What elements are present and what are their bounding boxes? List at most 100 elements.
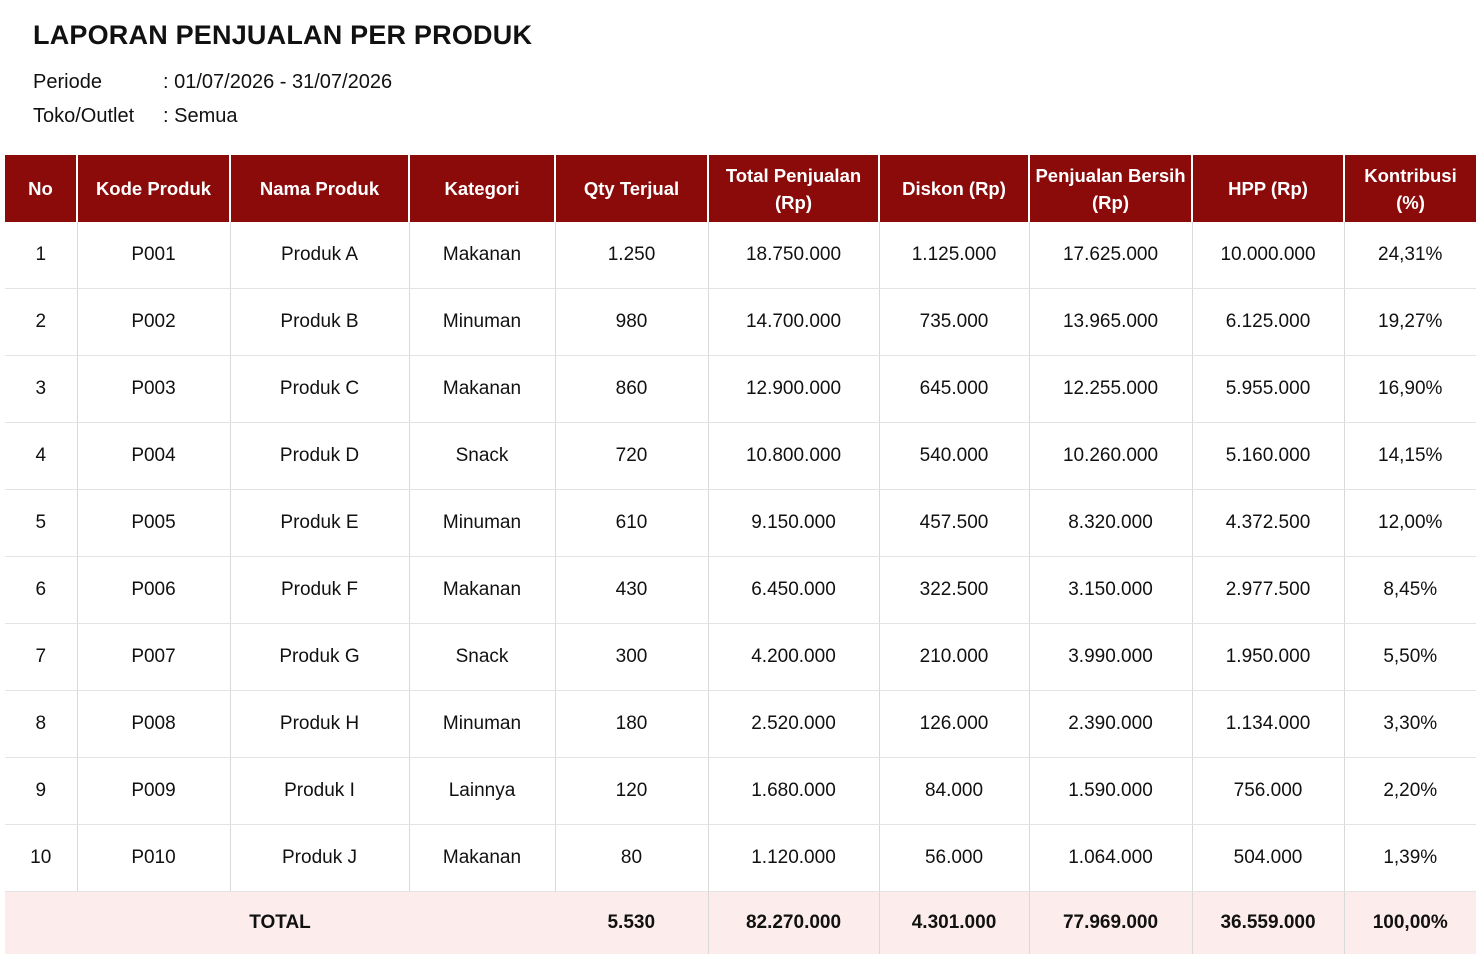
- cell-diskon: 1.125.000: [879, 222, 1030, 289]
- cell-kategori: Makanan: [409, 355, 556, 423]
- table-row: 9 P009 Produk I Lainnya 120 1.680.000 84.000 1.…: [5, 757, 1476, 825]
- periode-value: : 01/07/2026 - 31/07/2026: [163, 71, 393, 93]
- sales-table: No Kode Produk Nama Produk Kategori Qty …: [5, 155, 1476, 954]
- cell-penjualan-bersih: 3.990.000: [1029, 623, 1193, 691]
- cell-kode-produk: P002: [77, 288, 231, 356]
- cell-kategori: Minuman: [409, 288, 556, 356]
- cell-penjualan-bersih: 3.150.000: [1029, 556, 1193, 624]
- cell-diskon: 540.000: [879, 422, 1030, 490]
- cell-kode-produk: P005: [77, 489, 231, 557]
- cell-diskon: 56.000: [879, 824, 1030, 892]
- header-kontribusi: Kontribusi (%): [1344, 155, 1476, 222]
- cell-qty-terjual: 1.250: [555, 222, 709, 289]
- cell-kategori: Makanan: [409, 222, 556, 289]
- periode-label: Periode: [33, 71, 102, 93]
- header-nama-produk: Nama Produk: [230, 155, 410, 222]
- cell-qty-terjual: 180: [555, 690, 709, 758]
- cell-kategori: Lainnya: [409, 757, 556, 825]
- cell-no: 2: [5, 288, 78, 356]
- cell-kode-produk: P001: [77, 222, 231, 289]
- cell-nama-produk: Produk D: [230, 422, 410, 490]
- cell-total-penjualan: 6.450.000: [708, 556, 880, 624]
- cell-kode-produk: P007: [77, 623, 231, 691]
- cell-no: 6: [5, 556, 78, 624]
- report-header: LAPORAN PENJUALAN PER PRODUK: [33, 20, 532, 51]
- cell-no: 5: [5, 489, 78, 557]
- total-row: TOTAL 5.530 82.270.000 4.301.000 77.969.…: [5, 891, 1476, 954]
- cell-kode-produk: P003: [77, 355, 231, 423]
- table-row: 1 P001 Produk A Makanan 1.250 18.750.000 1.125…: [5, 222, 1476, 289]
- cell-kode-produk: P009: [77, 757, 231, 825]
- header-qty-terjual: Qty Terjual: [555, 155, 709, 222]
- cell-penjualan-bersih: 1.064.000: [1029, 824, 1193, 892]
- cell-qty-terjual: 300: [555, 623, 709, 691]
- cell-nama-produk: Produk J: [230, 824, 410, 892]
- table-row: 3 P003 Produk C Makanan 860 12.900.000 645.000…: [5, 355, 1476, 423]
- cell-kategori: Snack: [409, 623, 556, 691]
- table-row: 10 P010 Produk J Makanan 80 1.120.000 56.000 1.…: [5, 824, 1476, 892]
- cell-hpp: 10.000.000: [1192, 222, 1345, 289]
- cell-diskon: 457.500: [879, 489, 1030, 557]
- table-body: 1 P001 Produk A Makanan 1.250 18.750.000 1.125…: [5, 222, 1476, 954]
- cell-kategori: Minuman: [409, 489, 556, 557]
- total-hpp: 36.559.000: [1192, 891, 1345, 954]
- table-row: 6 P006 Produk F Makanan 430 6.450.000 322.500 3…: [5, 556, 1476, 624]
- cell-kontribusi: 19,27%: [1344, 288, 1476, 356]
- header-kategori: Kategori: [409, 155, 556, 222]
- table-row: 2 P002 Produk B Minuman 980 14.700.000 735.000…: [5, 288, 1476, 356]
- table-row: 4 P004 Produk D Snack 720 10.800.000 540.000 10…: [5, 422, 1476, 490]
- cell-no: 8: [5, 690, 78, 758]
- meta-periode: Periode : 01/07/2026 - 31/07/2026: [33, 71, 392, 94]
- cell-penjualan-bersih: 8.320.000: [1029, 489, 1193, 557]
- total-penjualan-bersih: 77.969.000: [1029, 891, 1193, 954]
- cell-penjualan-bersih: 2.390.000: [1029, 690, 1193, 758]
- cell-total-penjualan: 18.750.000: [708, 222, 880, 289]
- cell-nama-produk: Produk E: [230, 489, 410, 557]
- cell-qty-terjual: 80: [555, 824, 709, 892]
- cell-penjualan-bersih: 17.625.000: [1029, 222, 1193, 289]
- cell-no: 7: [5, 623, 78, 691]
- cell-total-penjualan: 2.520.000: [708, 690, 880, 758]
- cell-kontribusi: 1,39%: [1344, 824, 1476, 892]
- cell-total-penjualan: 1.120.000: [708, 824, 880, 892]
- cell-kategori: Minuman: [409, 690, 556, 758]
- cell-kontribusi: 14,15%: [1344, 422, 1476, 490]
- cell-total-penjualan: 10.800.000: [708, 422, 880, 490]
- cell-diskon: 322.500: [879, 556, 1030, 624]
- cell-kategori: Makanan: [409, 824, 556, 892]
- cell-qty-terjual: 860: [555, 355, 709, 423]
- cell-total-penjualan: 9.150.000: [708, 489, 880, 557]
- cell-penjualan-bersih: 13.965.000: [1029, 288, 1193, 356]
- cell-hpp: 1.134.000: [1192, 690, 1345, 758]
- cell-diskon: 126.000: [879, 690, 1030, 758]
- header-total-penjualan: Total Penjualan (Rp): [708, 155, 880, 222]
- cell-total-penjualan: 12.900.000: [708, 355, 880, 423]
- total-qty: 5.530: [555, 891, 709, 954]
- cell-hpp: 6.125.000: [1192, 288, 1345, 356]
- cell-diskon: 210.000: [879, 623, 1030, 691]
- report-title: LAPORAN PENJUALAN PER PRODUK: [33, 20, 533, 50]
- table-row: 8 P008 Produk H Minuman 180 2.520.000 126.000 2…: [5, 690, 1476, 758]
- cell-penjualan-bersih: 12.255.000: [1029, 355, 1193, 423]
- cell-kode-produk: P008: [77, 690, 231, 758]
- cell-hpp: 2.977.500: [1192, 556, 1345, 624]
- cell-no: 4: [5, 422, 78, 490]
- cell-nama-produk: Produk C: [230, 355, 410, 423]
- header-kode-produk: Kode Produk: [77, 155, 231, 222]
- cell-nama-produk: Produk I: [230, 757, 410, 825]
- cell-penjualan-bersih: 1.590.000: [1029, 757, 1193, 825]
- cell-hpp: 756.000: [1192, 757, 1345, 825]
- cell-diskon: 84.000: [879, 757, 1030, 825]
- cell-kategori: Makanan: [409, 556, 556, 624]
- table-header-row: No Kode Produk Nama Produk Kategori Qty …: [5, 155, 1476, 222]
- cell-kontribusi: 16,90%: [1344, 355, 1476, 423]
- header-diskon: Diskon (Rp): [879, 155, 1030, 222]
- cell-qty-terjual: 610: [555, 489, 709, 557]
- cell-hpp: 1.950.000: [1192, 623, 1345, 691]
- toko-label: Toko/Outlet: [33, 105, 135, 127]
- cell-total-penjualan: 4.200.000: [708, 623, 880, 691]
- table-row: 5 P005 Produk E Minuman 610 9.150.000 457.500 8…: [5, 489, 1476, 557]
- cell-kontribusi: 12,00%: [1344, 489, 1476, 557]
- cell-nama-produk: Produk B: [230, 288, 410, 356]
- cell-no: 10: [5, 824, 78, 892]
